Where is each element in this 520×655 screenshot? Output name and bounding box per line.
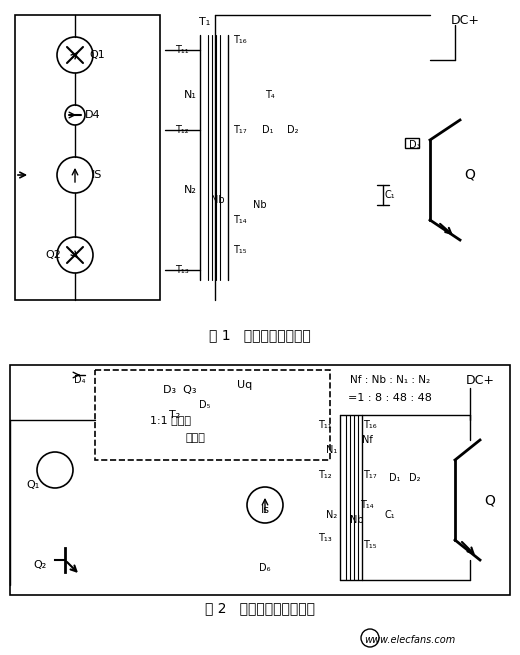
Circle shape: [57, 37, 93, 73]
Text: N₁: N₁: [184, 90, 197, 100]
Text: T₁₄: T₁₄: [233, 215, 247, 225]
Text: C₁: C₁: [385, 190, 395, 200]
Text: DC+: DC+: [465, 373, 495, 386]
Text: D₄: D₄: [74, 375, 86, 385]
Text: Nb: Nb: [211, 195, 225, 205]
Text: T₁₂: T₁₂: [318, 470, 332, 480]
Text: T₁₂: T₁₂: [175, 125, 189, 135]
Text: D₂: D₂: [287, 125, 299, 135]
Text: 图 2   新型驱动电路原理图: 图 2 新型驱动电路原理图: [205, 601, 315, 615]
Text: D₂: D₂: [409, 473, 421, 483]
Text: T₂: T₂: [170, 410, 180, 420]
Text: T₁₅: T₁₅: [363, 540, 377, 550]
Text: Q2: Q2: [45, 250, 61, 260]
Text: D₁: D₁: [262, 125, 274, 135]
Bar: [405, 138, 419, 148]
Text: IS: IS: [92, 170, 102, 180]
Text: Q1: Q1: [89, 50, 105, 60]
Circle shape: [37, 452, 73, 488]
Text: T₁₄: T₁₄: [360, 500, 374, 510]
Text: T₁₆: T₁₆: [233, 35, 247, 45]
Text: D4: D4: [85, 110, 101, 120]
Text: Uq: Uq: [237, 380, 253, 390]
Bar: [15, 15, 160, 300]
Text: D₃  Q₃: D₃ Q₃: [163, 385, 197, 395]
Text: T₁₁: T₁₁: [318, 420, 332, 430]
Text: Nb: Nb: [253, 200, 267, 210]
Text: T₁₆: T₁₆: [363, 420, 377, 430]
Text: Q₁: Q₁: [27, 480, 40, 490]
Text: D₃: D₃: [409, 140, 421, 150]
Text: T₁₇: T₁₇: [233, 125, 247, 135]
Text: D₅: D₅: [199, 400, 211, 410]
Text: Q: Q: [464, 168, 475, 182]
Text: N₂: N₂: [184, 185, 197, 195]
Text: Q₂: Q₂: [33, 560, 47, 570]
Text: 图 1   原抗饱和驱动电路: 图 1 原抗饱和驱动电路: [209, 328, 311, 342]
Text: Is: Is: [261, 505, 269, 515]
Text: 1:1 辅助抽: 1:1 辅助抽: [150, 415, 190, 425]
Circle shape: [247, 487, 283, 523]
Text: T₁₅: T₁₅: [233, 245, 247, 255]
Text: C₁: C₁: [385, 510, 395, 520]
Text: 流电路: 流电路: [185, 433, 205, 443]
Circle shape: [57, 237, 93, 273]
Text: T₁₇: T₁₇: [363, 470, 377, 480]
Bar: [10, 365, 510, 595]
Text: D₁: D₁: [389, 473, 401, 483]
Text: Nf: Nf: [361, 435, 372, 445]
Text: T₁₁: T₁₁: [175, 45, 189, 55]
Text: Nf : Nb : N₁ : N₂: Nf : Nb : N₁ : N₂: [350, 375, 430, 385]
Text: T₁₃: T₁₃: [175, 265, 189, 275]
Text: Nb: Nb: [350, 515, 364, 525]
Text: www.elecfans.com: www.elecfans.com: [365, 635, 456, 645]
Text: T₄: T₄: [265, 90, 275, 100]
Text: T₁: T₁: [199, 17, 211, 27]
Circle shape: [65, 105, 85, 125]
Text: T₁₃: T₁₃: [318, 533, 332, 543]
Text: N₂: N₂: [327, 510, 337, 520]
Text: DC+: DC+: [450, 14, 479, 26]
Text: N₁: N₁: [327, 445, 337, 455]
Text: =1 : 8 : 48 : 48: =1 : 8 : 48 : 48: [348, 393, 432, 403]
Circle shape: [57, 157, 93, 193]
Text: Q: Q: [485, 493, 496, 507]
Text: D₆: D₆: [259, 563, 271, 573]
Circle shape: [361, 629, 379, 647]
